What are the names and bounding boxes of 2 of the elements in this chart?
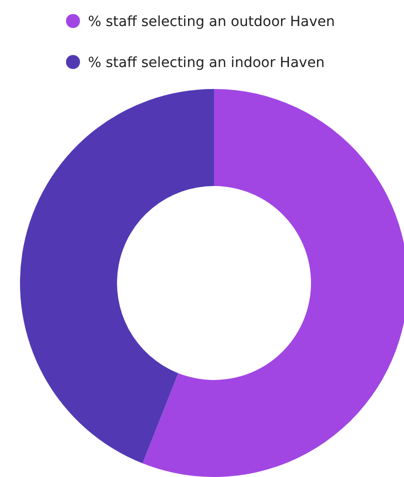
legend-label: % staff selecting an outdoor Haven bbox=[88, 14, 335, 30]
legend-label: % staff selecting an indoor Haven bbox=[88, 55, 325, 71]
